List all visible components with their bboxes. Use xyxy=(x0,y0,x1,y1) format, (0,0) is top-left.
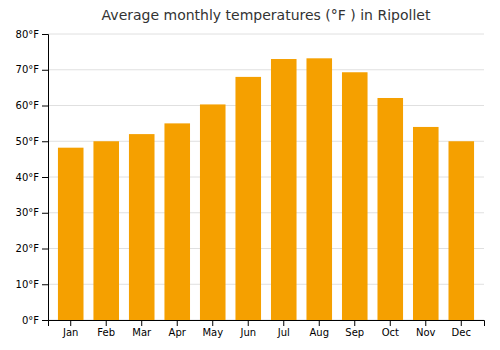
y-axis: 0°F 10°F 20°F 30°F 40°F 50°F 60°F 70°F 80°F xyxy=(16,29,49,326)
tick-mark xyxy=(42,213,48,214)
tick: Dec xyxy=(452,320,471,338)
tick-label: Mar xyxy=(132,327,152,338)
tick-label: Sep xyxy=(345,327,364,338)
tick-label: Nov xyxy=(416,327,436,338)
tick: 70°F xyxy=(16,64,48,75)
tick-mark xyxy=(141,320,142,326)
tick-mark xyxy=(390,320,391,326)
tick: 40°F xyxy=(16,172,48,183)
tick: Feb xyxy=(97,320,115,338)
tick-mark xyxy=(212,320,213,326)
tick-label: Feb xyxy=(97,327,115,338)
x-axis: Jan Feb Mar Apr May Jun Jul Aug Sep Oct Nov Dec xyxy=(49,320,485,338)
tick-mark xyxy=(70,320,71,326)
axis-line xyxy=(42,35,49,321)
tick-label: 10°F xyxy=(16,279,40,290)
tick: 10°F xyxy=(16,279,48,290)
tick: Apr xyxy=(169,320,187,338)
tick: 20°F xyxy=(16,243,48,254)
tick-mark xyxy=(42,34,48,35)
tick-label: 50°F xyxy=(16,136,40,147)
tick: 50°F xyxy=(16,136,48,147)
tick: Sep xyxy=(345,320,364,338)
tick: Mar xyxy=(132,320,152,338)
tick-label: Aug xyxy=(309,327,329,338)
tick: 0°F xyxy=(22,315,48,326)
bar xyxy=(58,148,84,320)
bar xyxy=(306,58,332,320)
tick-mark xyxy=(319,320,320,326)
tick: Jun xyxy=(239,320,256,338)
tick-mark xyxy=(177,320,178,326)
grid-line xyxy=(48,69,484,70)
axis-line xyxy=(49,321,485,327)
tick-label: 0°F xyxy=(22,315,39,326)
grid-line xyxy=(48,34,484,35)
tick-mark xyxy=(42,177,48,178)
bar xyxy=(235,77,261,320)
tick-mark xyxy=(42,284,48,285)
tick-mark xyxy=(42,320,48,321)
tick-label: 80°F xyxy=(16,29,40,40)
tick-label: Jan xyxy=(62,327,78,338)
tick-label: 60°F xyxy=(16,100,40,111)
tick-mark xyxy=(42,249,48,250)
bar xyxy=(377,98,403,320)
title: Average monthly temperatures (°F ) in Ri… xyxy=(102,7,431,23)
tick-mark xyxy=(42,70,48,71)
bar xyxy=(342,72,368,320)
tick-mark xyxy=(248,320,249,326)
grid-line xyxy=(48,105,484,106)
tick-mark xyxy=(354,320,355,326)
bars xyxy=(58,58,474,320)
tick-mark xyxy=(425,320,426,326)
tick-label: 70°F xyxy=(16,64,40,75)
tick: Nov xyxy=(416,320,436,338)
tick: 30°F xyxy=(16,207,48,218)
tick-label: May xyxy=(202,327,223,338)
tick: 80°F xyxy=(16,29,48,40)
bar xyxy=(129,134,155,320)
tick: Oct xyxy=(382,320,399,338)
tick-label: Dec xyxy=(452,327,471,338)
bar xyxy=(164,123,190,320)
bar xyxy=(200,104,226,320)
tick-mark xyxy=(283,320,284,326)
tick-label: 20°F xyxy=(16,243,40,254)
tick-mark xyxy=(42,141,48,142)
bar xyxy=(413,127,439,320)
bar xyxy=(448,141,474,320)
tick-mark xyxy=(106,320,107,326)
tick: Jul xyxy=(277,320,290,338)
chart: 0°F 10°F 20°F 30°F 40°F 50°F 60°F 70°F 80°F Jan Fe… xyxy=(0,0,500,350)
plot: 0°F 10°F 20°F 30°F 40°F 50°F 60°F 70°F 80°F Jan Fe… xyxy=(16,29,485,338)
tick-label: Oct xyxy=(382,327,399,338)
tick-label: 30°F xyxy=(16,207,40,218)
tick: Jan xyxy=(62,320,78,338)
tick-label: Jul xyxy=(277,327,290,338)
bar xyxy=(93,141,119,320)
tick: 60°F xyxy=(16,100,48,111)
tick: Aug xyxy=(309,320,329,338)
tick-mark xyxy=(461,320,462,326)
tick-label: Apr xyxy=(169,327,187,338)
grid xyxy=(48,34,484,320)
tick-label: 40°F xyxy=(16,172,40,183)
bar xyxy=(271,59,297,320)
tick-label: Jun xyxy=(239,327,256,338)
tick: May xyxy=(202,320,223,338)
tick-mark xyxy=(42,106,48,107)
